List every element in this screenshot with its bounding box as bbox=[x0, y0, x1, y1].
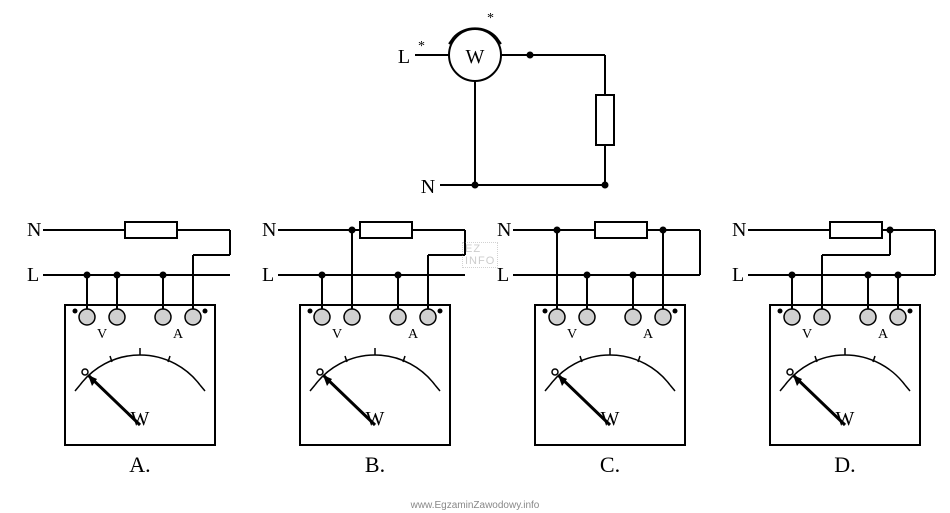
opt-b-label-n: N bbox=[262, 219, 276, 241]
opt-d-a: A bbox=[878, 327, 889, 342]
page: W L * N * N L V A bbox=[0, 0, 950, 513]
watermark: EZINFO bbox=[462, 242, 498, 268]
opt-a-letter: A. bbox=[129, 452, 150, 477]
opt-c-w: W bbox=[601, 408, 620, 430]
opt-d-w: W bbox=[836, 408, 855, 430]
top-wattmeter-label: W bbox=[466, 46, 485, 68]
opt-c-v: V bbox=[567, 327, 577, 342]
option-b: N L V A W B. bbox=[250, 210, 480, 480]
opt-c-letter: C. bbox=[600, 452, 620, 477]
footer-url: www.EgzaminZawodowy.info bbox=[0, 500, 950, 511]
opt-c-label-n: N bbox=[497, 219, 511, 241]
opt-c-label-l: L bbox=[497, 264, 509, 286]
opt-a-v: V bbox=[97, 327, 107, 342]
top-label-l: L bbox=[398, 46, 410, 68]
opt-a-label-l: L bbox=[27, 264, 39, 286]
top-star-top: * bbox=[487, 11, 494, 26]
opt-b-a: A bbox=[408, 327, 419, 342]
top-star-left: * bbox=[418, 39, 425, 54]
opt-d-label-l: L bbox=[732, 264, 744, 286]
opt-a-w: W bbox=[131, 408, 150, 430]
opt-b-w: W bbox=[366, 408, 385, 430]
option-c: N L V A W C. bbox=[485, 210, 715, 480]
opt-b-v: V bbox=[332, 327, 342, 342]
top-label-n: N bbox=[421, 176, 435, 198]
opt-b-letter: B. bbox=[365, 452, 385, 477]
option-a: N L V A W A. bbox=[15, 210, 245, 480]
opt-c-a: A bbox=[643, 327, 654, 342]
opt-d-label-n: N bbox=[732, 219, 746, 241]
option-d: N L V A W D. bbox=[720, 210, 950, 480]
opt-a-label-n: N bbox=[27, 219, 41, 241]
top-circuit: W L * N * bbox=[0, 0, 950, 210]
opt-d-letter: D. bbox=[834, 452, 855, 477]
opt-d-v: V bbox=[802, 327, 812, 342]
opt-a-a: A bbox=[173, 327, 184, 342]
opt-b-label-l: L bbox=[262, 264, 274, 286]
